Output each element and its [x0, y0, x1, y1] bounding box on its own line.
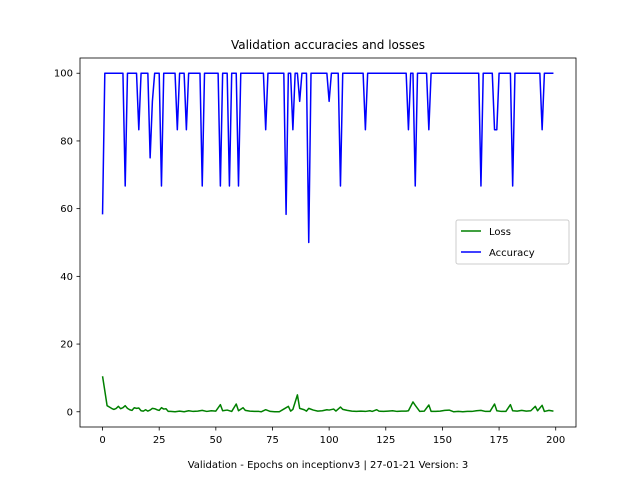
y-axis-ticks: 0 20 40 60 80 100: [54, 69, 80, 418]
legend-box: [455, 219, 570, 265]
y-tick-label: 60: [60, 204, 73, 215]
series-line-accuracy: [101, 72, 554, 244]
x-axis-label: Validation - Epochs on inceptionv3 | 27-…: [188, 460, 469, 471]
plot-frame: [79, 57, 577, 428]
x-axis-ticks: 0 25 50 75 100 125 150 175 200: [99, 427, 565, 446]
series-line-loss: [101, 376, 554, 413]
legend-label-loss: Loss: [489, 227, 511, 238]
x-tick-label: 0: [99, 435, 105, 446]
chart-title: Validation accuracies and losses: [231, 38, 425, 52]
x-tick-label: 175: [490, 435, 509, 446]
y-tick-label: 80: [60, 136, 73, 147]
y-tick-label: 0: [67, 407, 73, 418]
y-tick-label: 20: [60, 340, 73, 351]
series-layer: [101, 72, 554, 413]
x-tick-label: 150: [433, 435, 452, 446]
x-tick-label: 125: [376, 435, 395, 446]
legend: Loss Accuracy: [455, 219, 570, 265]
x-tick-label: 200: [546, 435, 565, 446]
x-tick-label: 100: [320, 435, 339, 446]
y-tick-label: 40: [60, 272, 73, 283]
x-tick-label: 25: [153, 435, 166, 446]
x-tick-label: 75: [266, 435, 279, 446]
legend-label-accuracy: Accuracy: [489, 248, 535, 259]
y-tick-label: 100: [54, 69, 73, 80]
x-tick-label: 50: [209, 435, 222, 446]
